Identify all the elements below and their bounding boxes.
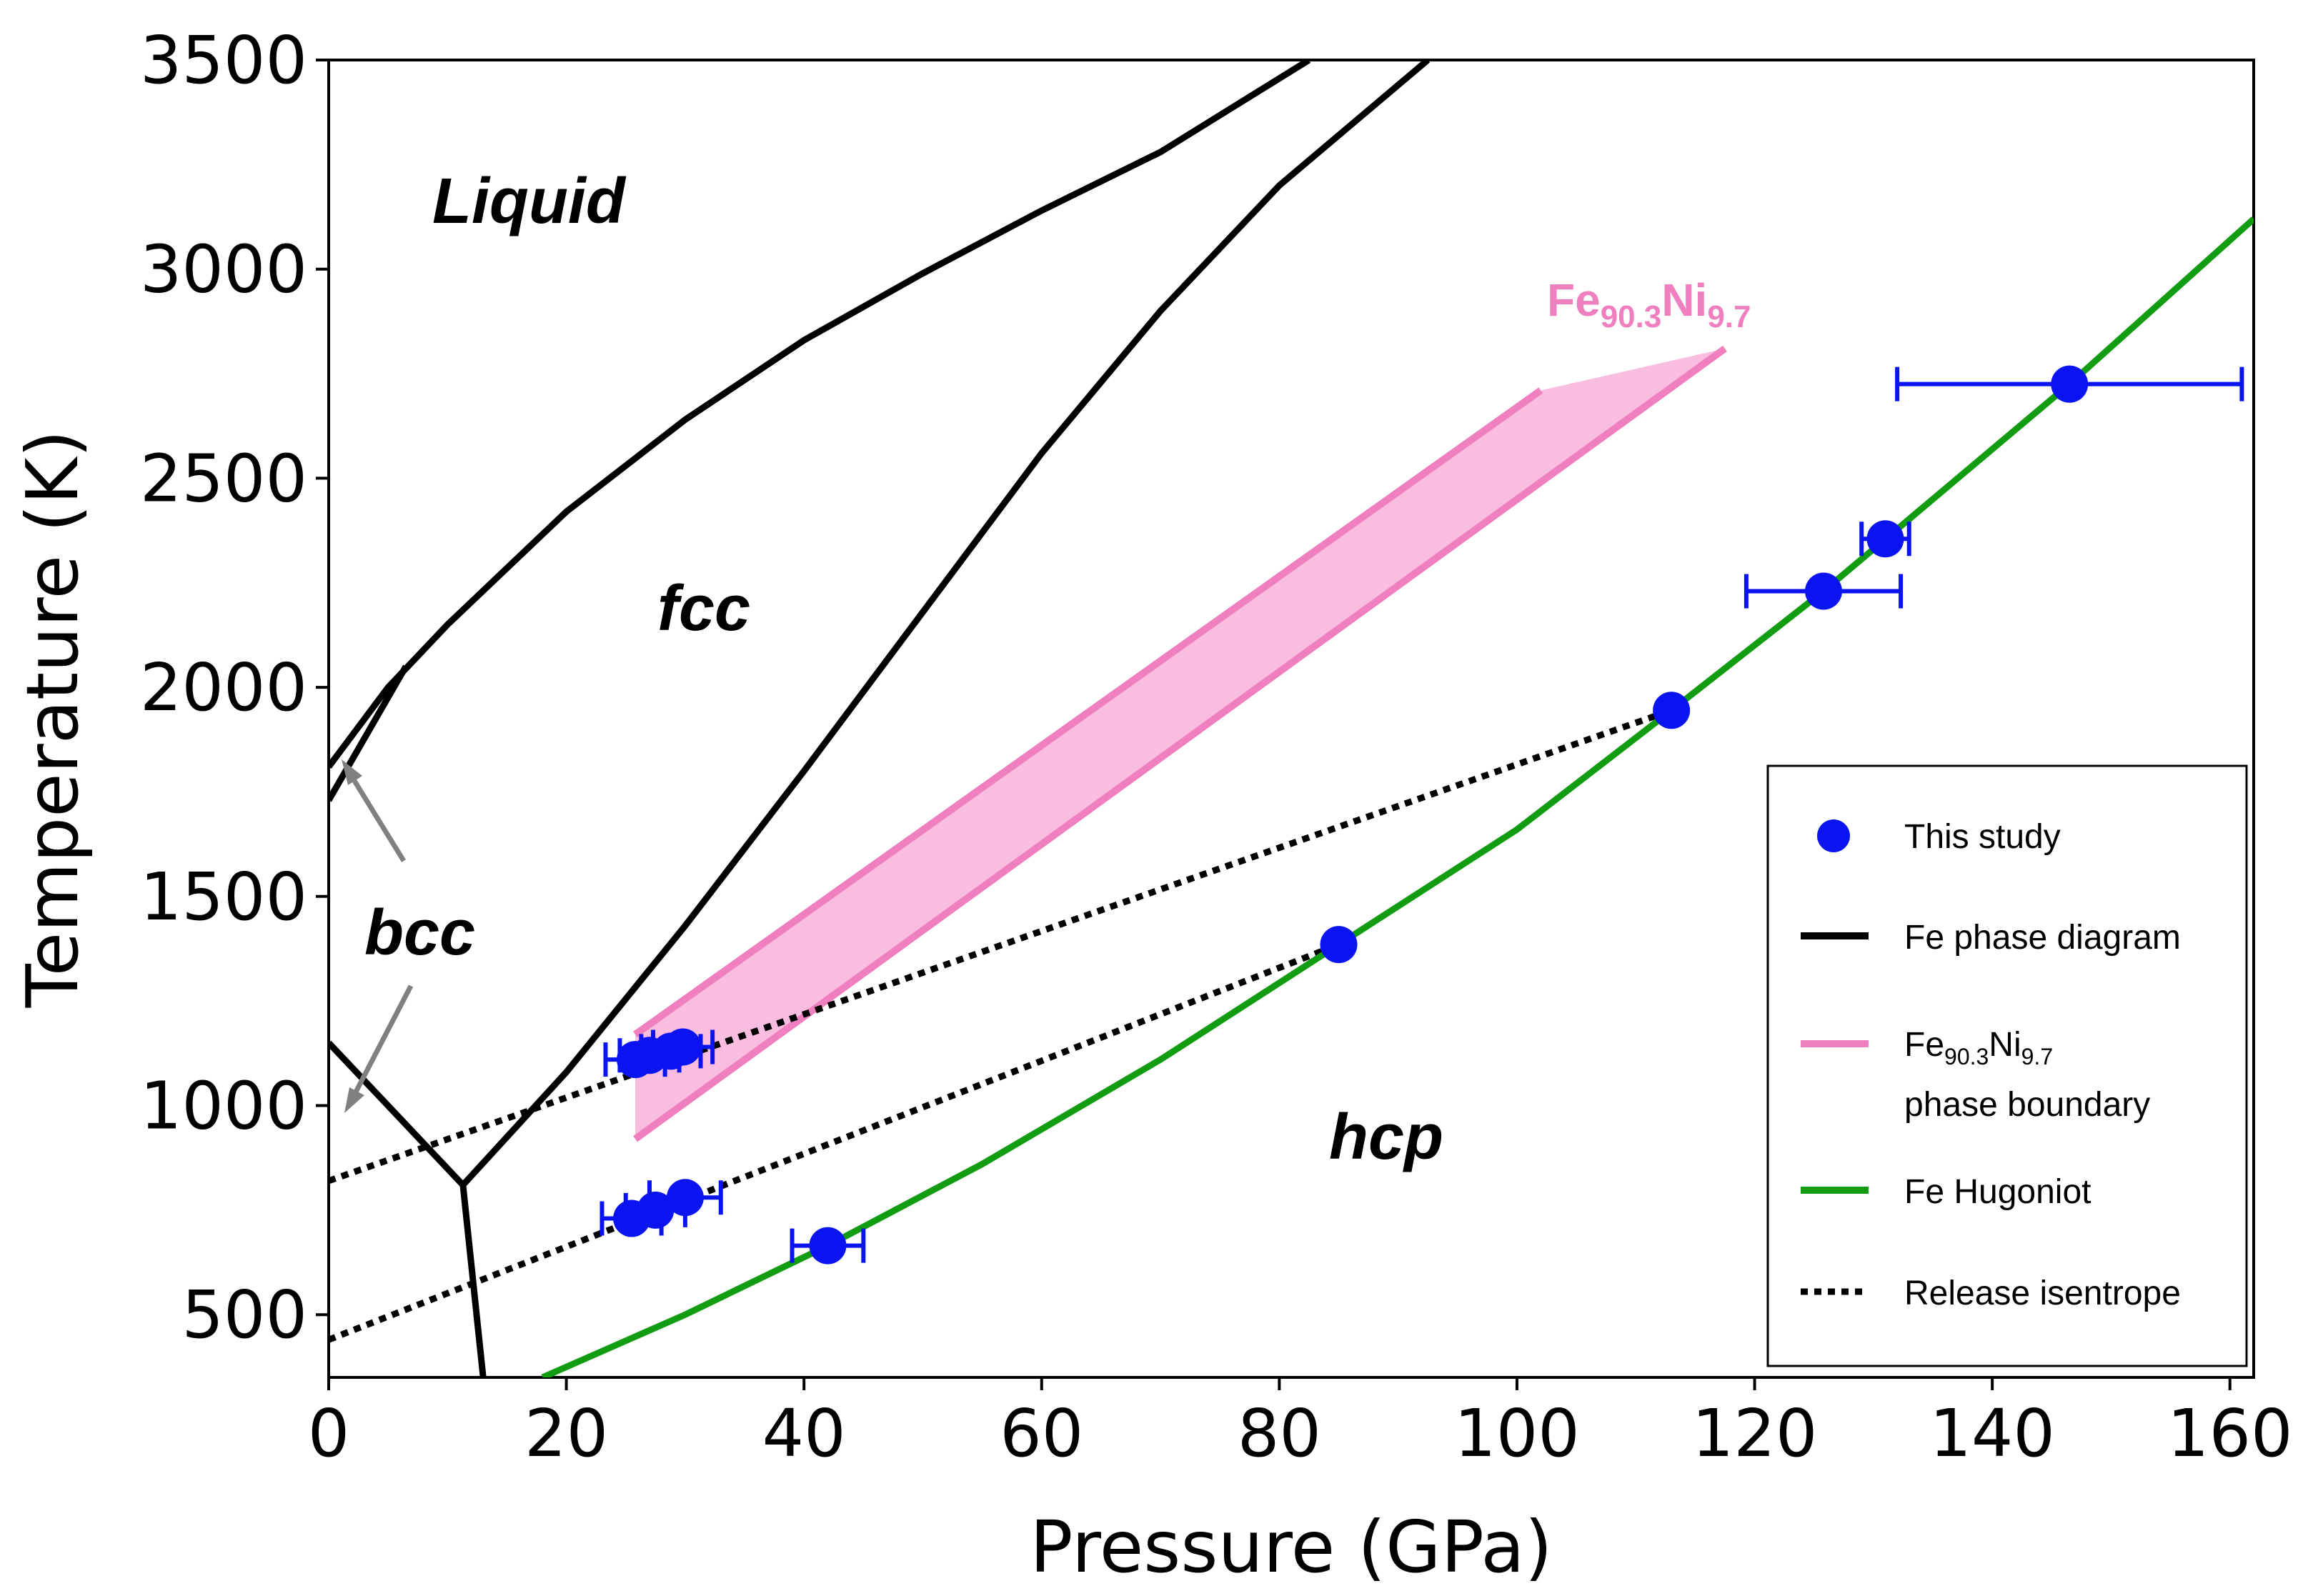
release-isentrope-upper <box>329 707 1673 1184</box>
x-tick-label-60: 60 <box>1000 1395 1083 1472</box>
x-tick-label-160: 160 <box>2167 1395 2293 1472</box>
fe-bcc-hcp-boundary <box>329 1040 466 1187</box>
data-point-3 <box>664 1028 702 1066</box>
region-label-bcc: bcc <box>364 897 475 969</box>
x-axis-ticks: 0 20 40 60 80 100 120 140 160 <box>308 1377 2293 1472</box>
y-axis-ticks: 500 1000 1500 2000 2500 3000 3500 <box>140 22 329 1353</box>
data-point-7 <box>809 1227 847 1265</box>
legend-label-hugoniot: Fe Hugoniot <box>1904 1173 2091 1211</box>
legend-label-fe-phase: Fe phase diagram <box>1904 919 2181 957</box>
legend-label-pink-line1: Fe90.3Ni9.7 <box>1904 1026 2053 1069</box>
x-tick-label-100: 100 <box>1454 1395 1580 1472</box>
legend: This study Fe phase diagram Fe90.3Ni9.7 … <box>1766 764 2248 1367</box>
x-tick-label-140: 140 <box>1929 1395 2055 1472</box>
bcc-arrow-lower-head <box>344 1087 364 1113</box>
y-tick-label-2500: 2500 <box>140 440 307 517</box>
legend-label-this-study: This study <box>1904 818 2061 856</box>
legend-box <box>1766 764 2248 1367</box>
bcc-arrow-upper-head <box>342 759 362 785</box>
x-tick-label-80: 80 <box>1238 1395 1321 1472</box>
x-tick-label-20: 20 <box>524 1395 608 1472</box>
data-point-6 <box>666 1179 704 1217</box>
fe-fcc-hcp-boundary <box>460 60 1431 1187</box>
data-point-8 <box>1320 926 1358 964</box>
y-tick-label-3500: 3500 <box>140 22 307 99</box>
pink-composition-label: Fe90.3Ni9.7 <box>1547 274 1751 334</box>
data-point-10 <box>1805 572 1843 610</box>
x-tick-label-40: 40 <box>762 1395 846 1472</box>
region-label-liquid: Liquid <box>432 166 627 237</box>
y-tick-label-3000: 3000 <box>140 231 307 308</box>
data-point-9 <box>1653 692 1691 729</box>
fe-bcc-fcc-boundary <box>329 664 409 802</box>
y-tick-label-500: 500 <box>181 1277 307 1353</box>
pink-band-upper-line <box>633 387 1543 1038</box>
legend-label-pink-line2: phase boundary <box>1904 1086 2150 1124</box>
legend-label-isentrope: Release isentrope <box>1904 1275 2181 1312</box>
release-isentrope-lower <box>329 941 1340 1343</box>
fe-hugoniot-curve <box>541 216 2254 1377</box>
data-point-11 <box>1866 520 1904 558</box>
data-points <box>600 365 2244 1265</box>
x-axis-title: Pressure (GPa) <box>1030 1505 1552 1589</box>
region-label-hcp: hcp <box>1329 1102 1443 1173</box>
x-tick-label-120: 120 <box>1692 1395 1818 1472</box>
bcc-arrow-upper <box>347 770 406 862</box>
legend-marker-this-study <box>1817 819 1850 852</box>
x-tick-label-0: 0 <box>308 1395 350 1472</box>
data-point-12 <box>2051 365 2089 403</box>
y-axis-title: Temperature (K) <box>11 430 94 1009</box>
region-label-fcc: fcc <box>657 573 750 644</box>
y-tick-label-1000: 1000 <box>140 1067 307 1144</box>
y-tick-label-2000: 2000 <box>140 649 307 726</box>
bcc-arrow-lower <box>349 984 414 1102</box>
fe-melting-curve <box>329 60 1311 769</box>
data-point-5 <box>637 1191 675 1229</box>
y-tick-label-1500: 1500 <box>140 859 307 935</box>
